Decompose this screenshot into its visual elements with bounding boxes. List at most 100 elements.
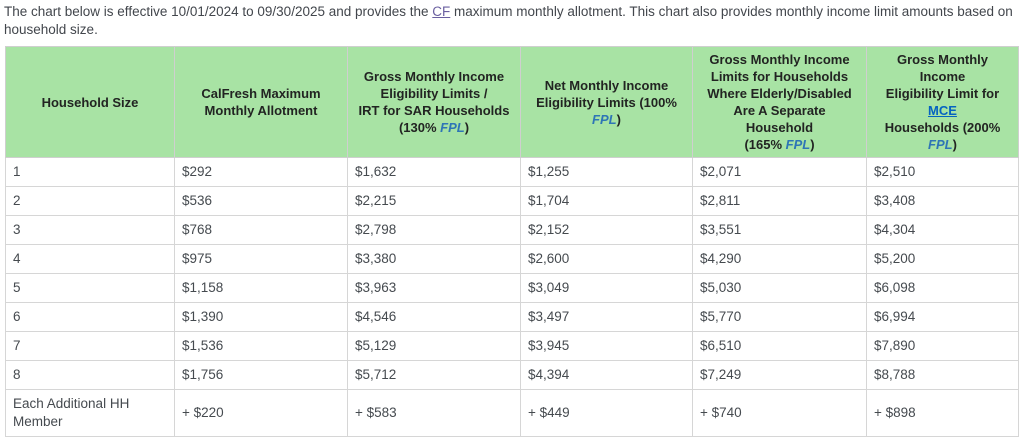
intro-paragraph: The chart below is effective 10/01/2024 …	[0, 0, 1024, 39]
cf-link[interactable]: CF	[432, 4, 451, 19]
table-row: 7 $1,536 $5,129 $3,945 $6,510 $7,890	[5, 331, 1019, 361]
table-row: 2 $536 $2,215 $1,704 $2,811 $3,408	[5, 186, 1019, 216]
household-size-cell: 2	[5, 186, 175, 216]
table-row: 4 $975 $3,380 $2,600 $4,290 $5,200	[5, 244, 1019, 274]
table-row: 5 $1,158 $3,963 $3,049 $5,030 $6,098	[5, 273, 1019, 303]
header-text: (165%	[744, 137, 786, 152]
amount-cell: $2,811	[692, 186, 867, 216]
amount-cell: $6,510	[692, 331, 867, 361]
amount-cell: $1,756	[174, 360, 348, 390]
column-header-gross-130-fpl: Gross Monthly Income Eligibility Limits /…	[347, 46, 521, 158]
header-text: )	[952, 137, 957, 152]
intro-text-after-link: maximum monthly allotment. This chart al…	[4, 4, 1013, 37]
header-text: CalFresh Maximum	[201, 86, 321, 101]
amount-cell: $5,712	[347, 360, 521, 390]
header-text: (130%	[398, 120, 441, 135]
header-text: )	[464, 120, 470, 135]
household-size-cell: 8	[5, 360, 175, 390]
header-text: Are A Separate Household	[733, 103, 826, 135]
household-size-cell: 5	[5, 273, 175, 303]
household-size-cell: 3	[5, 215, 175, 245]
mce-link[interactable]: MCE	[928, 103, 957, 118]
amount-cell: $2,071	[692, 157, 867, 187]
amount-cell: $7,249	[692, 360, 867, 390]
amount-cell: $4,394	[520, 360, 693, 390]
household-size-cell: 1	[5, 157, 175, 187]
table-row: 6 $1,390 $4,546 $3,497 $5,770 $6,994	[5, 302, 1019, 332]
table-header-row: Household Size CalFresh Maximum Monthly Al…	[5, 46, 1019, 158]
header-text: Eligibility Limits /	[380, 86, 488, 101]
amount-cell: $2,798	[347, 215, 521, 245]
amount-cell: + $740	[692, 389, 867, 437]
amount-cell: $5,770	[692, 302, 867, 332]
amount-cell: $975	[174, 244, 348, 274]
amount-cell: $1,704	[520, 186, 693, 216]
amount-cell: $4,546	[347, 302, 521, 332]
header-text: Gross Monthly Income	[896, 52, 988, 84]
header-text: Eligibility Limits (100%	[536, 94, 677, 110]
fpl-abbreviation: FPL	[928, 137, 953, 152]
household-size-cell: Each Additional HH Member	[5, 389, 175, 437]
fpl-abbreviation: FPL	[440, 120, 465, 135]
fpl-abbreviation: FPL	[785, 137, 811, 152]
table-row: Each Additional HH Member + $220 + $583 + $…	[5, 389, 1019, 437]
amount-cell: $3,408	[866, 186, 1019, 216]
header-text: Where Elderly/Disabled	[707, 86, 852, 101]
header-text: Gross Monthly Income	[709, 52, 850, 67]
header-text: Net Monthly Income	[544, 77, 669, 93]
header-text: Monthly Allotment	[204, 103, 318, 118]
header-text: )	[616, 111, 621, 127]
amount-cell: $536	[174, 186, 348, 216]
amount-cell: $3,945	[520, 331, 693, 361]
column-header-calfresh-max-allotment: CalFresh Maximum Monthly Allotment	[174, 46, 348, 158]
amount-cell: + $220	[174, 389, 348, 437]
amount-cell: $1,536	[174, 331, 348, 361]
header-text: Eligibility Limit for	[885, 86, 1000, 101]
table-body: 1 $292 $1,632 $1,255 $2,071 $2,510 2 $536 $2,215…	[5, 157, 1019, 437]
intro-text-before-link: The chart below is effective 10/01/2024 …	[4, 4, 433, 19]
column-header-gross-200-fpl-mce: Gross Monthly Income Eligibility Limit fo…	[866, 46, 1019, 158]
amount-cell: + $583	[347, 389, 521, 437]
amount-cell: $3,049	[520, 273, 693, 303]
amount-cell: + $449	[520, 389, 693, 437]
amount-cell: + $898	[866, 389, 1019, 437]
amount-cell: $2,600	[520, 244, 693, 274]
amount-cell: $1,632	[347, 157, 521, 187]
fpl-abbreviation: FPL	[592, 111, 617, 127]
header-text: Limits for Households	[710, 69, 849, 84]
header-text: Household Size	[41, 94, 139, 110]
amount-cell: $2,510	[866, 157, 1019, 187]
header-text: IRT for SAR Households	[358, 103, 510, 118]
calfresh-income-limits-table: Household Size CalFresh Maximum Monthly Al…	[5, 46, 1019, 437]
table-row: 8 $1,756 $5,712 $4,394 $7,249 $8,788	[5, 360, 1019, 390]
amount-cell: $2,215	[347, 186, 521, 216]
household-size-cell: 6	[5, 302, 175, 332]
amount-cell: $1,255	[520, 157, 693, 187]
amount-cell: $5,129	[347, 331, 521, 361]
amount-cell: $2,152	[520, 215, 693, 245]
column-header-household-size: Household Size	[5, 46, 175, 158]
amount-cell: $3,551	[692, 215, 867, 245]
amount-cell: $6,098	[866, 273, 1019, 303]
amount-cell: $6,994	[866, 302, 1019, 332]
amount-cell: $8,788	[866, 360, 1019, 390]
amount-cell: $1,390	[174, 302, 348, 332]
column-header-net-100-fpl: Net Monthly Income Eligibility Limits (10…	[520, 46, 693, 158]
amount-cell: $3,963	[347, 273, 521, 303]
amount-cell: $1,158	[174, 273, 348, 303]
table-row: 3 $768 $2,798 $2,152 $3,551 $4,304	[5, 215, 1019, 245]
table-row: 1 $292 $1,632 $1,255 $2,071 $2,510	[5, 157, 1019, 187]
header-text: Households (200%	[884, 120, 1001, 135]
header-text: )	[810, 137, 815, 152]
amount-cell: $768	[174, 215, 348, 245]
header-text: Gross Monthly Income	[363, 69, 505, 84]
amount-cell: $7,890	[866, 331, 1019, 361]
column-header-gross-165-fpl: Gross Monthly Income Limits for Household…	[692, 46, 867, 158]
household-size-cell: 7	[5, 331, 175, 361]
amount-cell: $5,200	[866, 244, 1019, 274]
amount-cell: $4,290	[692, 244, 867, 274]
amount-cell: $292	[174, 157, 348, 187]
amount-cell: $5,030	[692, 273, 867, 303]
amount-cell: $3,497	[520, 302, 693, 332]
amount-cell: $4,304	[866, 215, 1019, 245]
